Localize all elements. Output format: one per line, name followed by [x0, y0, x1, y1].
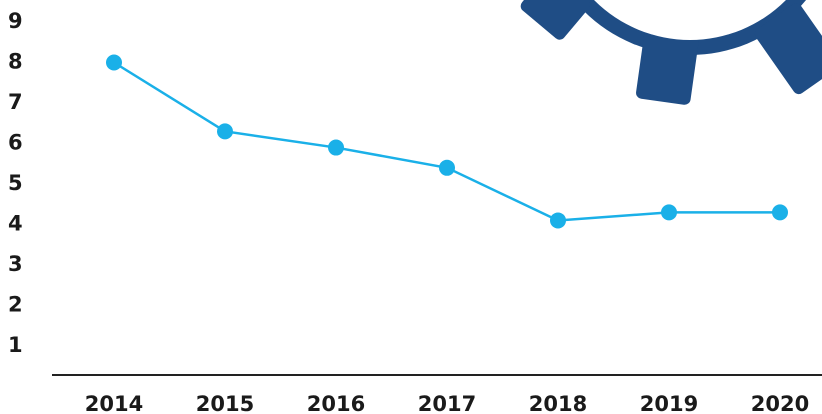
y-tick-label: 5: [8, 171, 23, 195]
x-tick-label: 2018: [529, 392, 587, 414]
point: [550, 212, 566, 228]
y-tick-label: 1: [8, 333, 23, 357]
x-tick-label: 2014: [85, 392, 143, 414]
page: 1234567892014201520162017201820192020 ((…: [0, 0, 822, 414]
x-tick-label: 2019: [640, 392, 698, 414]
y-tick-label: 8: [8, 50, 23, 74]
x-tick-label: 2015: [196, 392, 254, 414]
y-tick-label: 2: [8, 293, 23, 317]
point: [106, 55, 122, 71]
gear-icon: [518, 0, 822, 106]
y-tick-label: 9: [8, 9, 23, 33]
x-tick-label: 2017: [418, 392, 476, 414]
x-tick-label: 2020: [751, 392, 809, 414]
chart: 1 2 3 4 5 6 7 8 9 2014 2015 2016 2017 2018 2019 2020: [0, 0, 822, 414]
point: [328, 140, 344, 156]
point: [661, 204, 677, 220]
point: [772, 204, 788, 220]
y-tick-label: 7: [8, 90, 23, 114]
point: [439, 160, 455, 176]
x-tick-label: 2016: [307, 392, 365, 414]
y-tick-label: 4: [8, 212, 23, 236]
y-tick-label: 6: [8, 131, 23, 155]
y-tick-label: 3: [8, 252, 23, 276]
point: [217, 123, 233, 139]
